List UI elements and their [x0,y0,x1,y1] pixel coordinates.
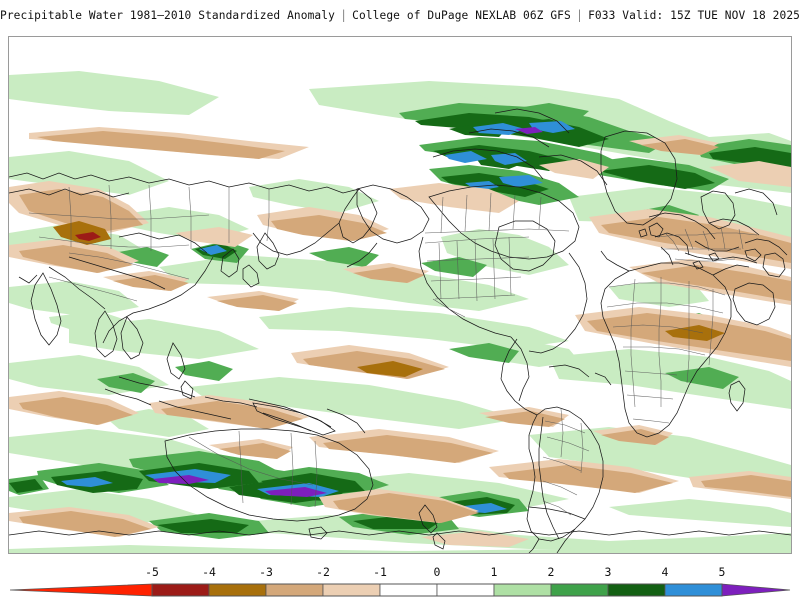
colorbar-over-arrow [721,583,791,597]
colorbar-segment[interactable] [379,583,438,597]
colorbar-segment[interactable] [607,583,666,597]
anomaly-shading-layer [9,71,791,553]
colorbar-tick-labels: -5 -4 -3 -2 -1 0 1 2 3 4 5 [0,565,800,581]
colorbar-segment[interactable] [151,583,210,597]
colorbar-svg [9,583,791,597]
colorbar-segment[interactable] [265,583,324,597]
colorbar-tick-neg4: -4 [202,565,216,579]
colorbar-swatches[interactable] [0,583,800,597]
colorbar-tick-neg3: -3 [259,565,273,579]
political-border-layer [28,184,758,516]
title-source: College of DuPage NEXLAB [352,8,517,22]
colorbar-outline [151,583,723,597]
colorbar-tick-2: 2 [547,565,555,579]
colorbar-segment[interactable] [208,583,267,597]
colorbar-tick-5: 5 [718,565,726,579]
colorbar-segment[interactable] [436,583,495,597]
title-model-run: 06Z GFS [523,8,571,22]
page-title: Precipitable Water 1981–2010 Standardize… [0,0,800,30]
colorbar-tick-4: 4 [661,565,669,579]
title-separator-2: | [575,8,584,22]
title-forecast-valid: F033 Valid: 15Z TUE NOV 18 2025 [588,8,800,22]
colorbar-segment[interactable] [550,583,609,597]
coastline-layer [9,108,791,553]
colorbar[interactable]: -5 -4 -3 -2 -1 0 1 2 3 4 5 [0,565,800,600]
anomaly-map[interactable] [9,37,791,553]
title-separator-1: | [339,8,348,22]
colorbar-tick-1: 1 [490,565,498,579]
colorbar-under-arrow [9,583,153,597]
title-product: Precipitable Water 1981–2010 Standardize… [0,8,335,22]
colorbar-tick-neg5: -5 [145,565,159,579]
colorbar-tick-3: 3 [604,565,612,579]
colorbar-tick-0: 0 [433,565,441,579]
colorbar-tick-neg2: -2 [316,565,330,579]
map-frame[interactable] [8,36,792,554]
colorbar-segment[interactable] [322,583,381,597]
colorbar-segment[interactable] [493,583,552,597]
colorbar-tick-neg1: -1 [373,565,387,579]
colorbar-segment[interactable] [664,583,723,597]
